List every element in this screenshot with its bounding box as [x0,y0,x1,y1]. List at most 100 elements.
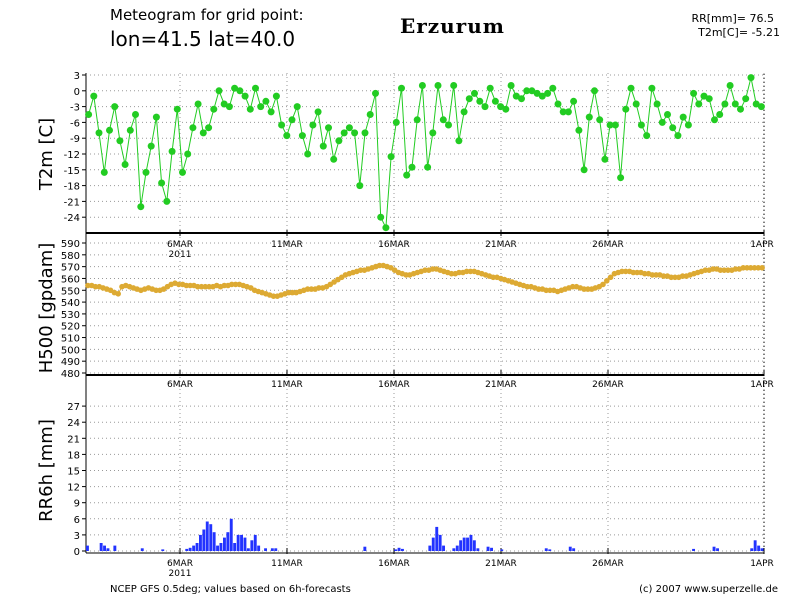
precip-bar [486,546,490,551]
data-point [408,163,416,171]
y-tick-label: -3 [70,103,80,114]
y-tick-label: -18 [64,182,80,193]
data-point [115,291,121,297]
precip-bar [226,532,230,551]
precip-bar [209,524,213,551]
precip-bar [99,543,103,551]
data-point [591,87,598,95]
data-point [669,124,677,132]
precip-bar [401,548,404,551]
x-tick-label: 1APR [750,380,774,390]
data-point [434,82,442,89]
t2m-mean-summary: T2m[C]= -5.21 [698,26,780,39]
x-tick-label: 21MAR [485,559,517,569]
precip-bar [548,549,552,551]
precip-bar [257,545,261,551]
y-tick-label: 0 [74,547,80,558]
data-point [372,89,379,97]
data-point [351,129,359,137]
data-point [460,108,468,116]
y-axis-label: H500 [gpdam] [36,243,57,374]
data-point [445,121,452,129]
copyright-note: (c) 2007 www.superzelle.de [639,584,778,595]
precip-bar [192,545,196,551]
precip-bar [455,545,459,551]
series-line [88,77,762,230]
data-point [450,82,458,89]
precip-bar [757,545,761,551]
y-tick-label: 21 [67,434,80,445]
data-point [528,87,536,95]
precip-bar [469,534,473,551]
data-point [340,129,348,137]
y-tick-label: 550 [61,286,80,297]
y-tick-label: 520 [61,322,80,333]
precip-bar [692,548,695,551]
data-point [189,124,197,132]
precip-bar [462,537,466,551]
precip-bar [472,540,476,551]
data-point [648,84,656,92]
data-point [288,116,296,124]
precip-bar [431,537,435,551]
precip-bar [103,545,106,551]
city-name: Erzurum [400,14,505,38]
data-point [606,121,614,129]
data-point [116,137,124,145]
data-point [210,105,218,113]
data-point [726,82,734,89]
data-point [413,116,421,124]
data-point [382,224,390,232]
data-point [737,105,744,113]
precip-bar [216,545,219,551]
x-tick-label: 6MAR [167,240,193,250]
x-tick-label: 26MAR [592,240,624,250]
data-point [627,84,635,92]
y-tick-label: 580 [61,251,80,262]
data-point [199,129,207,137]
y-tick-label: -9 [70,134,80,145]
data-point [418,82,426,89]
data-point [252,84,259,92]
precip-bar [236,534,240,551]
data-point [147,142,155,150]
precip-bar [544,548,548,551]
data-point [643,132,651,140]
data-point [695,100,703,108]
x-tick-label: 6MAR [167,559,193,569]
data-point [471,89,478,97]
data-point [658,118,666,126]
data-point [267,108,275,116]
data-point [632,100,640,108]
precip-bar [205,521,209,551]
data-point [163,197,171,205]
y-tick-label: 570 [61,263,80,274]
data-point [596,116,604,124]
data-point [272,92,280,100]
x-tick-label: 1APR [750,559,774,569]
precip-bar [243,537,247,551]
data-point [262,97,270,105]
data-point [637,121,645,129]
data-point [486,84,494,92]
data-point [742,95,750,103]
y-tick-label: -24 [64,213,80,224]
data-point [173,105,181,113]
data-point [184,150,192,158]
x-tick-label: 16MAR [378,240,410,250]
data-point [512,92,520,100]
data-point [601,155,609,163]
data-point [570,97,578,105]
data-point [231,84,239,92]
data-point [523,87,531,95]
data-point [538,92,546,100]
y-axis-label: T2m [C] [36,118,57,191]
data-point [481,103,489,111]
x-tick-label: 11MAR [271,380,303,390]
data-point [304,150,312,158]
y-tick-label: 590 [61,239,80,250]
precip-bar [188,547,192,551]
data-point [246,105,254,113]
data-point [366,111,374,118]
y-tick-label: -6 [70,118,80,129]
